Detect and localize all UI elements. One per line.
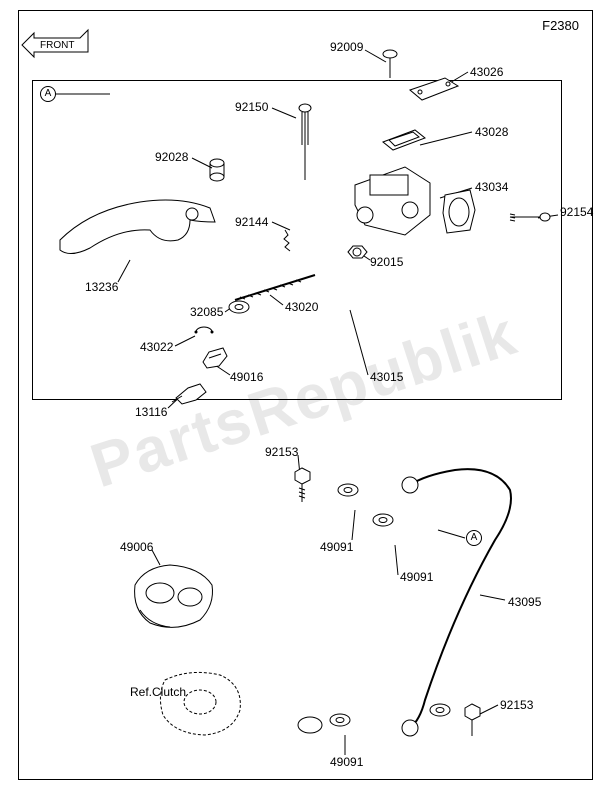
label-43095: 43095 xyxy=(508,595,541,609)
ref-clutch-label: Ref.Clutch xyxy=(130,685,186,699)
label-92009: 92009 xyxy=(330,40,363,54)
part-cap-43026 xyxy=(400,70,470,110)
part-spring-92144 xyxy=(280,225,310,255)
label-49091-top: 49091 xyxy=(320,540,353,554)
label-32085: 32085 xyxy=(190,305,223,319)
label-43022: 43022 xyxy=(140,340,173,354)
label-92153-top: 92153 xyxy=(265,445,298,459)
part-banjo-bolt-92153b xyxy=(420,690,490,750)
label-43020: 43020 xyxy=(285,300,318,314)
part-banjo-assembly-bottom xyxy=(280,695,380,755)
label-92144: 92144 xyxy=(235,215,268,229)
label-43015: 43015 xyxy=(370,370,403,384)
part-washer-49091-1 xyxy=(330,470,370,520)
label-13116: 13116 xyxy=(135,405,167,419)
label-49006: 49006 xyxy=(120,540,153,554)
label-49016: 49016 xyxy=(230,370,263,384)
label-43028: 43028 xyxy=(475,125,508,139)
label-92150: 92150 xyxy=(235,100,268,114)
marker-a-right: A xyxy=(466,530,482,546)
part-holder-49006 xyxy=(120,555,230,645)
label-92153-bottom: 92153 xyxy=(500,698,533,712)
label-92015: 92015 xyxy=(370,255,403,269)
part-bolt-92150 xyxy=(290,100,320,190)
part-washer-32085 xyxy=(225,295,255,320)
label-43026: 43026 xyxy=(470,65,503,79)
part-diaphragm-43028 xyxy=(375,120,435,160)
label-92028: 92028 xyxy=(155,150,188,164)
label-49091-bottom: 49091 xyxy=(330,755,363,769)
part-piston-13116 xyxy=(170,370,215,410)
part-clamp-43034 xyxy=(435,185,485,245)
label-49091-mid: 49091 xyxy=(400,570,433,584)
label-92154: 92154 xyxy=(560,205,593,219)
marker-a-left: A xyxy=(40,86,56,102)
part-ref-clutch xyxy=(145,660,255,750)
label-43034: 43034 xyxy=(475,180,508,194)
label-13236: 13236 xyxy=(85,280,118,294)
part-lever-13236 xyxy=(50,180,230,290)
part-nut-92015 xyxy=(340,240,370,265)
part-bolt-92154 xyxy=(505,205,555,230)
